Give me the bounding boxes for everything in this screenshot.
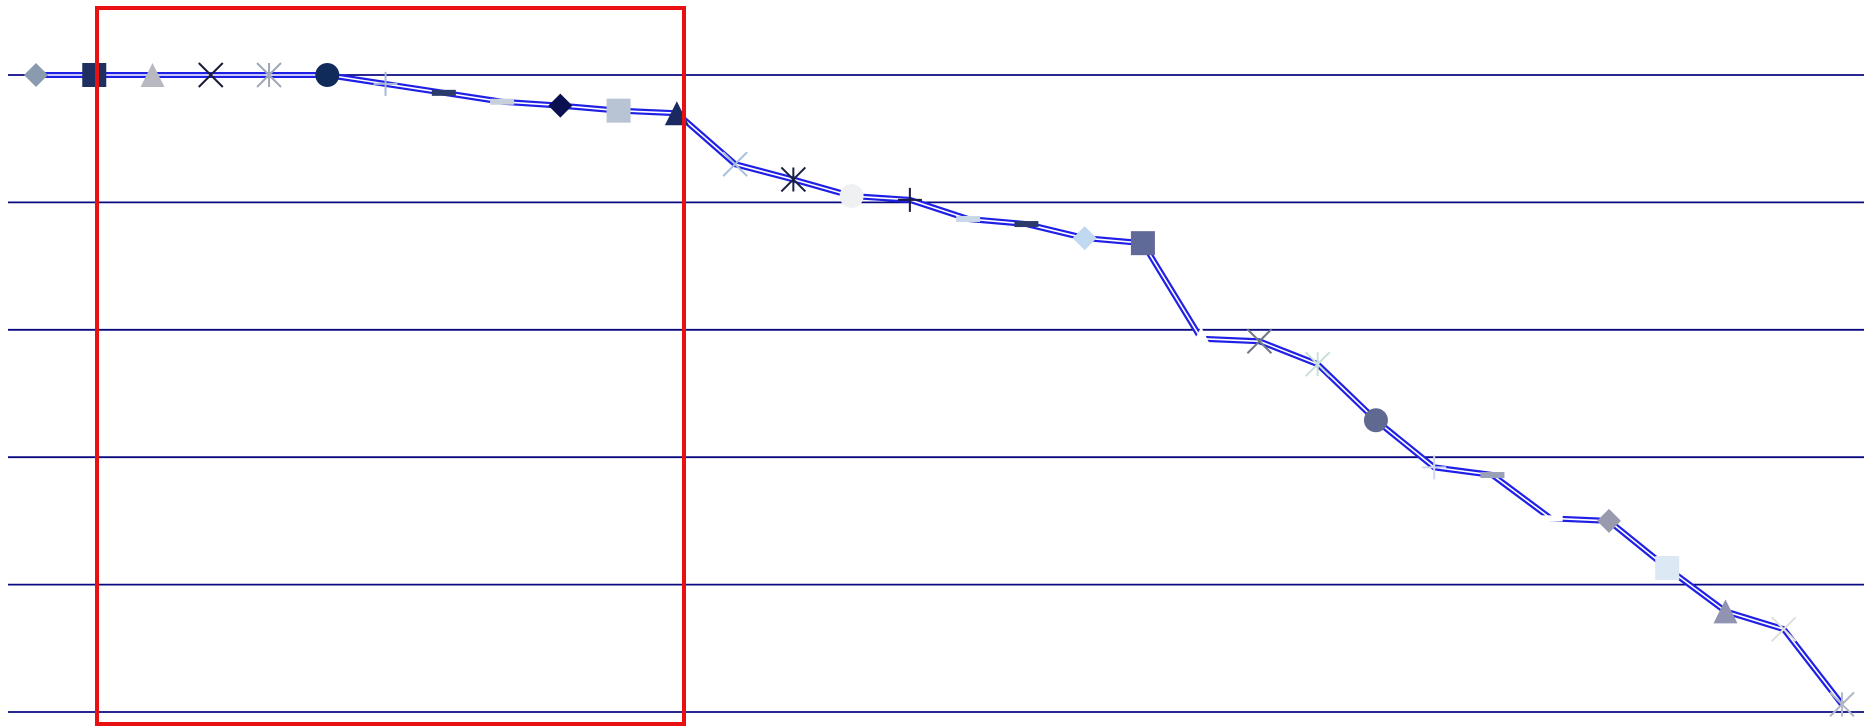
marker [24,63,48,87]
marker [548,93,573,118]
highlight-box [95,6,686,726]
marker [956,215,981,222]
marker [198,62,224,88]
marker [431,89,456,96]
marker [1363,408,1388,433]
marker [1304,351,1331,377]
marker [1771,616,1797,642]
marker [1072,226,1097,251]
marker [780,166,807,193]
line-highlight [36,74,1843,705]
line [36,72,1845,707]
marker [1014,221,1039,228]
marker [897,187,922,212]
marker [315,63,340,87]
marker [839,184,864,209]
marker [1829,691,1855,718]
marker [606,98,631,123]
marker [1713,599,1738,624]
marker [256,62,282,88]
marker [1596,508,1621,533]
marker [1422,455,1447,480]
marker [490,98,515,105]
marker [1538,515,1563,522]
plot [24,62,1855,718]
marker [1189,326,1214,351]
grid [8,74,1864,713]
marker [82,63,107,87]
marker [373,71,398,96]
marker [722,151,748,177]
marker [1480,472,1505,479]
marker [1130,231,1155,256]
marker [1246,328,1273,354]
marker [1655,556,1680,581]
marker [140,63,165,87]
